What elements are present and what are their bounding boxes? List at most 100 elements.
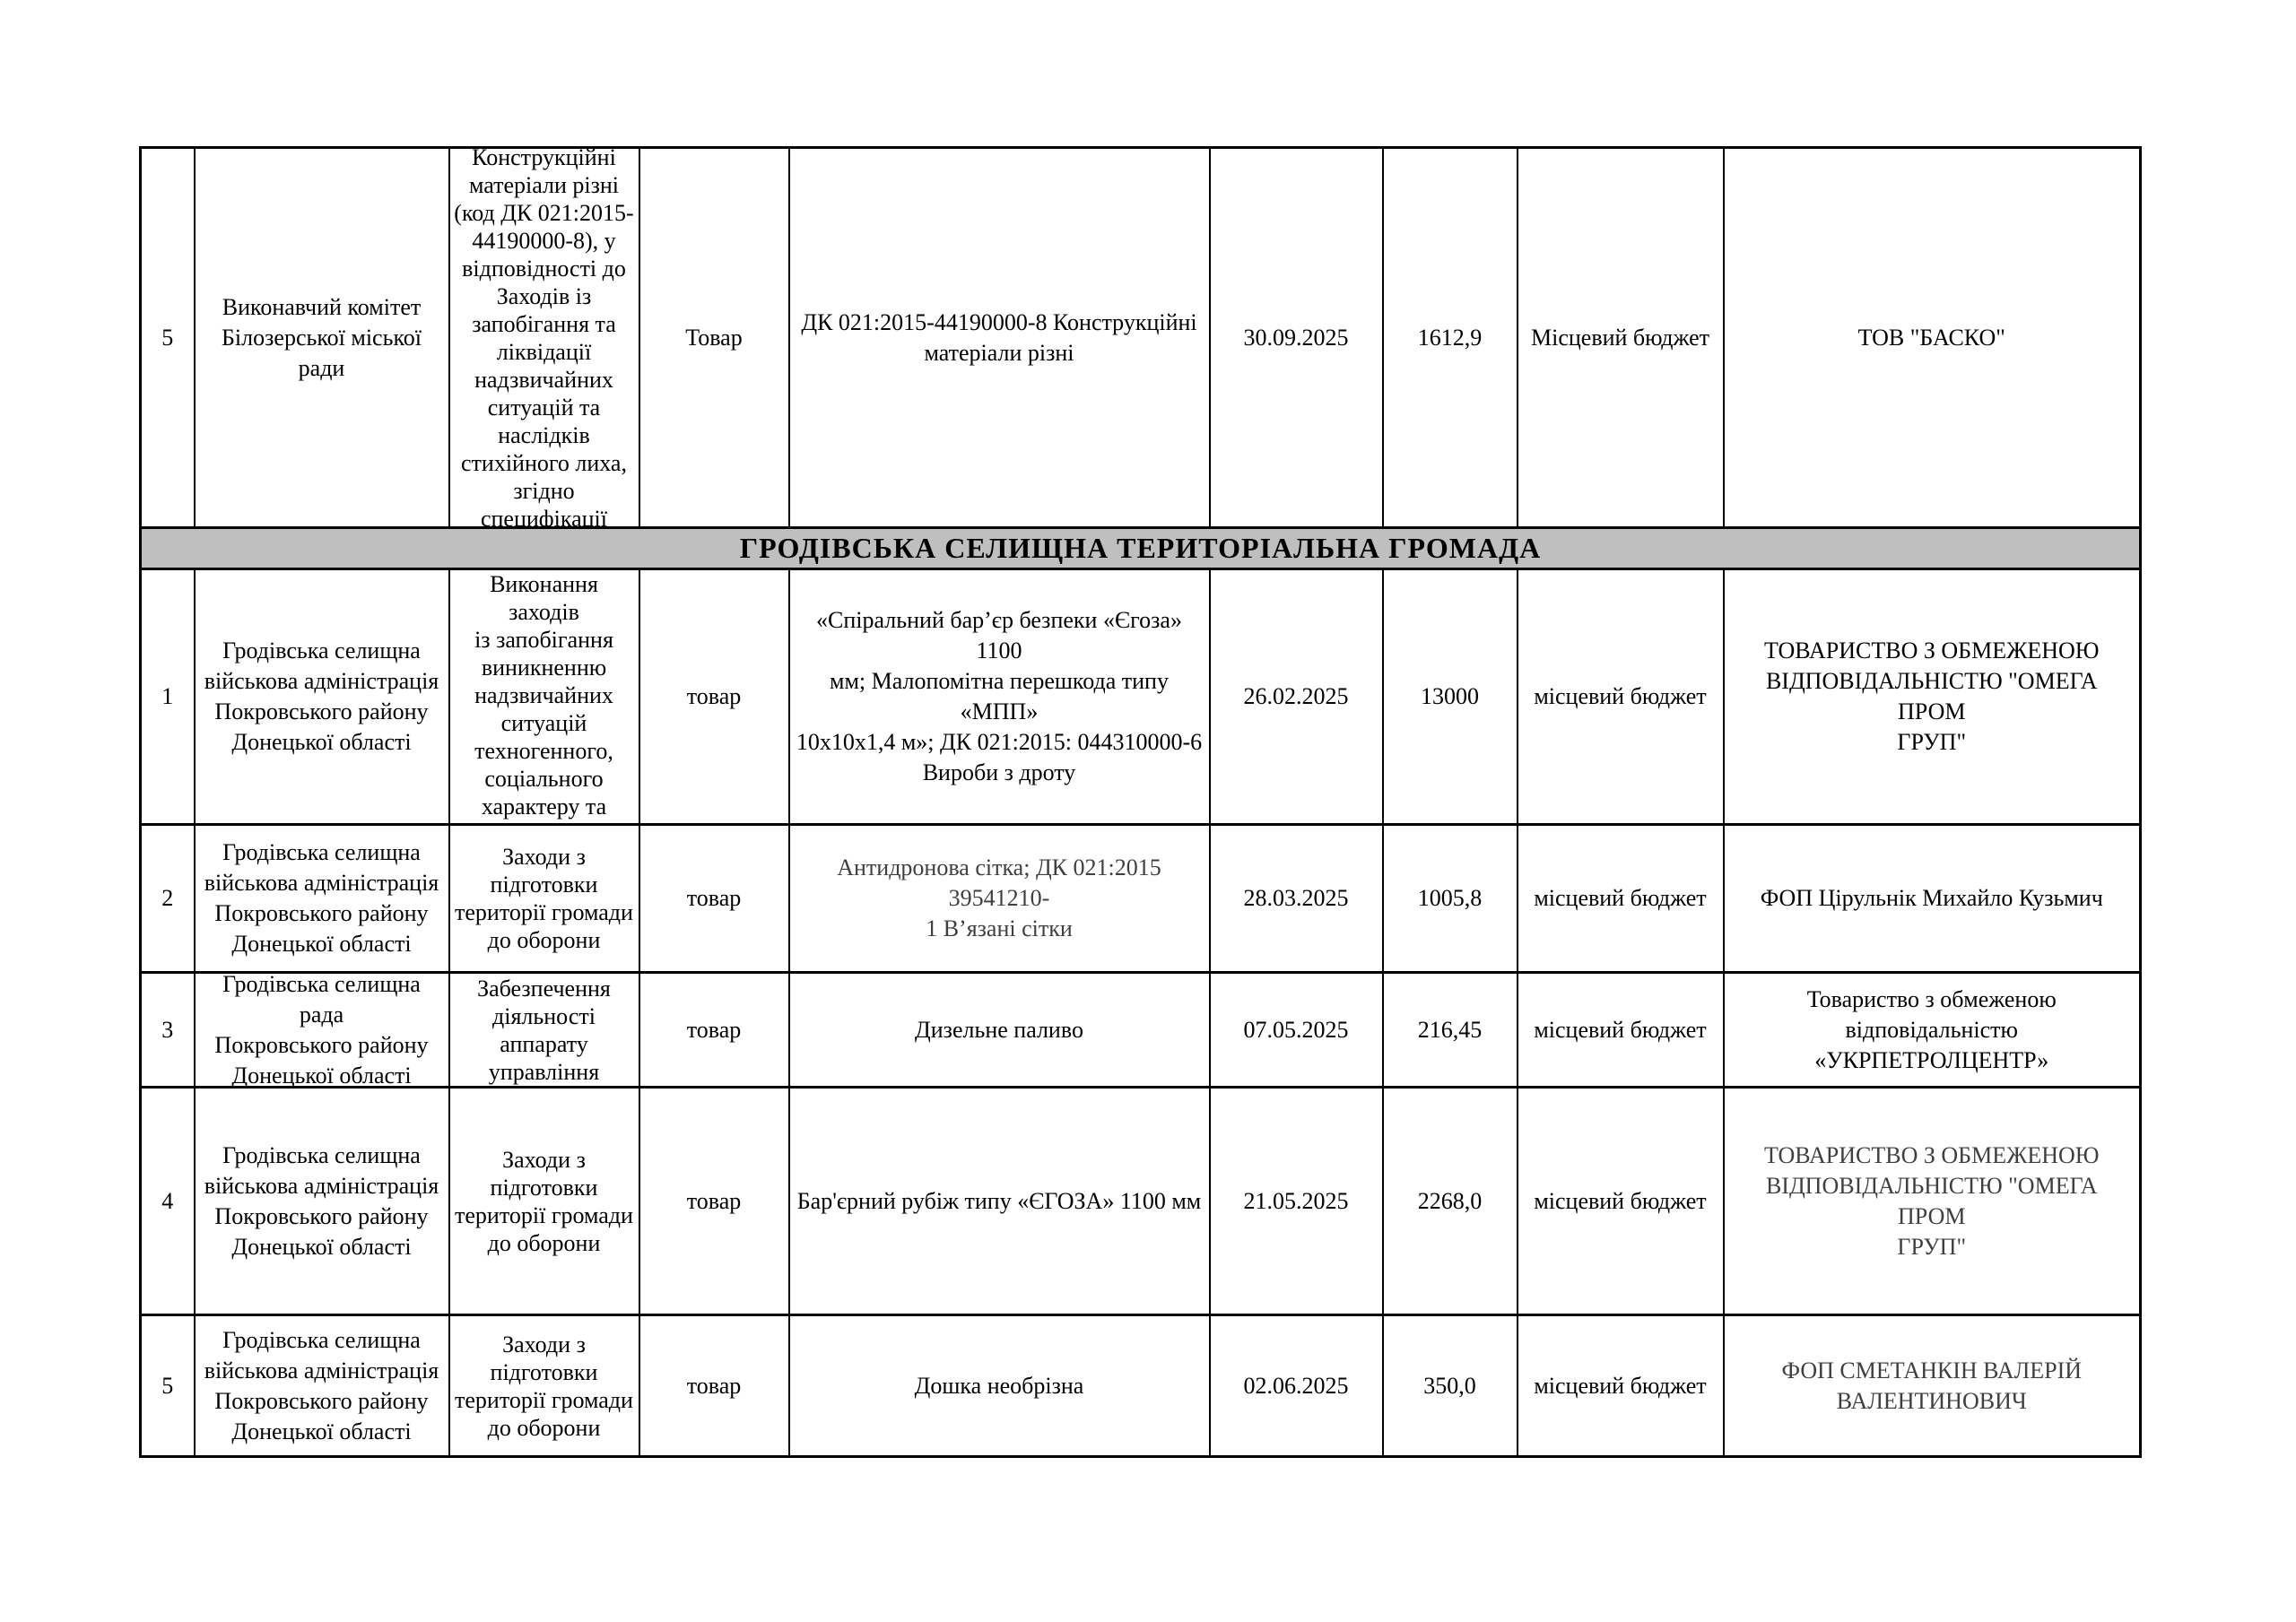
row-number: 2 <box>161 885 174 911</box>
table-row: 4 Гродівська селищна військова адміністр… <box>139 1086 2142 1316</box>
contract-date: 07.05.2025 <box>1243 1016 1349 1043</box>
supplier-name: ТОВАРИСТВО З ОБМЕЖЕНОЮ ВІДПОВІДАЛЬНІСТЮ … <box>1763 638 2100 755</box>
customer-cell: Гродівська селищна військова адміністрац… <box>193 823 450 974</box>
supplier-cell: ТОВАРИСТВО З ОБМЕЖЕНОЮ ВІДПОВІДАЛЬНІСТЮ … <box>1722 1086 2142 1316</box>
row-number-cell: 5 <box>139 1314 196 1458</box>
subject-desc-cell: Бар'єрний рубіж типу «ЄГОЗА» 1100 мм <box>787 1086 1211 1316</box>
subject-type: товар <box>686 1372 742 1399</box>
customer-cell: Гродівська селищна військова адміністрац… <box>193 568 450 826</box>
supplier-cell: ФОП СМЕТАНКІН ВАЛЕРІЙ ВАЛЕНТИНОВИЧ <box>1722 1314 2142 1458</box>
row-number: 1 <box>161 683 174 709</box>
amount-cell: 2268,0 <box>1381 1086 1518 1316</box>
subject-type: товар <box>686 683 742 709</box>
budget-source: місцевий бюджет <box>1534 1016 1707 1043</box>
contract-amount: 216,45 <box>1417 1016 1483 1043</box>
contract-date: 26.02.2025 <box>1243 683 1349 709</box>
subject-desc: ДК 021:2015-44190000-8 Конструкційні мат… <box>801 308 1197 366</box>
subject-type: товар <box>686 1187 742 1214</box>
date-cell: 02.06.2025 <box>1208 1314 1384 1458</box>
subject-type-cell: товар <box>638 568 790 826</box>
row-number-cell: 2 <box>139 823 196 974</box>
subject-desc: «Спіральний бар’єр безпеки «Єгоза» 1100 … <box>796 607 1203 785</box>
budget-source: Місцевий бюджет <box>1530 324 1710 351</box>
purpose-text: Заходи з підготовки території громади до… <box>455 1146 633 1256</box>
purpose-text: Виконання заходів із запобігання виникне… <box>474 571 613 823</box>
supplier-name: ТОВ "БАСКО" <box>1857 324 2005 351</box>
date-cell: 26.02.2025 <box>1208 568 1384 826</box>
subject-type: Товар <box>685 324 743 351</box>
customer-cell: Гродівська селищна військова адміністрац… <box>193 1314 450 1458</box>
row-number: 5 <box>161 324 174 351</box>
purpose-text: Заходи з підготовки території громади до… <box>455 844 633 953</box>
procurement-table: 5 Виконавчий комітет Білозерської місько… <box>139 146 2142 1458</box>
budget-cell: Місцевий бюджет <box>1516 146 1725 529</box>
budget-cell: місцевий бюджет <box>1516 568 1725 826</box>
subject-desc-cell: «Спіральний бар’єр безпеки «Єгоза» 1100 … <box>787 568 1211 826</box>
subject-desc-cell: Дизельне паливо <box>787 971 1211 1089</box>
purpose-text: Заходи з підготовки території громади до… <box>455 1331 633 1441</box>
supplier-name: ФОП СМЕТАНКІН ВАЛЕРІЙ ВАЛЕНТИНОВИЧ <box>1781 1357 2083 1414</box>
amount-cell: 13000 <box>1381 568 1518 826</box>
row-number: 3 <box>161 1016 174 1043</box>
supplier-name: Товариство з обмеженою відповідальністю … <box>1806 985 2057 1073</box>
row-number-cell: 4 <box>139 1086 196 1316</box>
amount-cell: 216,45 <box>1381 971 1518 1089</box>
subject-desc: Дошка необрізна <box>914 1372 1084 1399</box>
row-number-cell: 1 <box>139 568 196 826</box>
subject-type-cell: Товар <box>638 146 790 529</box>
customer-name: Гродівська селищна рада Покровського рай… <box>214 974 429 1086</box>
purpose-text-wrap: Конструкційні матеріали різні (код ДК 02… <box>450 149 639 526</box>
section-band-cell: ГРОДІВСЬКА СЕЛИЩНА ТЕРИТОРІАЛЬНА ГРОМАДА <box>139 526 2142 570</box>
date-cell: 30.09.2025 <box>1208 146 1384 529</box>
subject-desc: Антидронова сітка; ДК 021:2015 39541210-… <box>837 854 1161 941</box>
customer-cell: Гродівська селищна військова адміністрац… <box>193 1086 450 1316</box>
date-cell: 28.03.2025 <box>1208 823 1384 974</box>
purpose-cell: Забезпечення діяльності аппарату управлі… <box>448 971 640 1089</box>
budget-source: місцевий бюджет <box>1534 1187 1707 1214</box>
customer-name: Виконавчий комітет Білозерської міської … <box>222 293 422 381</box>
subject-type-cell: товар <box>638 1314 790 1458</box>
date-cell: 21.05.2025 <box>1208 1086 1384 1316</box>
budget-cell: місцевий бюджет <box>1516 1314 1725 1458</box>
supplier-name: ФОП Цірульнік Михайло Кузьмич <box>1760 885 2103 911</box>
subject-desc-cell: Антидронова сітка; ДК 021:2015 39541210-… <box>787 823 1211 974</box>
subject-desc-cell: ДК 021:2015-44190000-8 Конструкційні мат… <box>787 146 1211 529</box>
amount-cell: 1612,9 <box>1381 146 1518 529</box>
budget-source: місцевий бюджет <box>1534 885 1707 911</box>
contract-date: 30.09.2025 <box>1243 324 1349 351</box>
customer-cell: Виконавчий комітет Білозерської міської … <box>193 146 450 529</box>
purpose-cell: Виконання заходів із запобігання виникне… <box>448 568 640 826</box>
subject-type-cell: товар <box>638 1086 790 1316</box>
supplier-cell: ТОВАРИСТВО З ОБМЕЖЕНОЮ ВІДПОВІДАЛЬНІСТЮ … <box>1722 568 2142 826</box>
subject-desc: Бар'єрний рубіж типу «ЄГОЗА» 1100 мм <box>796 1187 1202 1214</box>
subject-desc: Дизельне паливо <box>915 1016 1083 1043</box>
table-row: 1 Гродівська селищна військова адміністр… <box>139 568 2142 826</box>
subject-type: товар <box>686 885 742 911</box>
customer-name: Гродівська селищна військова адміністрац… <box>204 839 439 957</box>
budget-cell: місцевий бюджет <box>1516 1086 1725 1316</box>
row-number: 5 <box>161 1372 174 1399</box>
supplier-cell: Товариство з обмеженою відповідальністю … <box>1722 971 2142 1089</box>
section-band-title: ГРОДІВСЬКА СЕЛИЩНА ТЕРИТОРІАЛЬНА ГРОМАДА <box>739 532 1542 564</box>
customer-name: Гродівська селищна військова адміністрац… <box>204 638 439 755</box>
row-number: 4 <box>161 1187 174 1214</box>
amount-cell: 1005,8 <box>1381 823 1518 974</box>
document-sheet: 5 Виконавчий комітет Білозерської місько… <box>139 146 2142 1458</box>
budget-cell: місцевий бюджет <box>1516 823 1725 974</box>
purpose-cell: Конструкційні матеріали різні (код ДК 02… <box>448 146 640 529</box>
purpose-text: Забезпечення діяльності аппарату управлі… <box>477 975 611 1085</box>
date-cell: 07.05.2025 <box>1208 971 1384 1089</box>
customer-name: Гродівська селищна військова адміністрац… <box>204 1326 439 1444</box>
purpose-cell: Заходи з підготовки території громади до… <box>448 1314 640 1458</box>
budget-source: місцевий бюджет <box>1534 1372 1707 1399</box>
budget-source: місцевий бюджет <box>1534 683 1707 709</box>
purpose-cell: Заходи з підготовки території громади до… <box>448 1086 640 1316</box>
purpose-text: Конструкційні матеріали різні (код ДК 02… <box>454 149 634 526</box>
contract-amount: 1005,8 <box>1417 885 1483 911</box>
contract-amount: 13000 <box>1421 683 1479 709</box>
supplier-cell: ФОП Цірульнік Михайло Кузьмич <box>1722 823 2142 974</box>
row-number-cell: 3 <box>139 971 196 1089</box>
supplier-cell: ТОВ "БАСКО" <box>1722 146 2142 529</box>
contract-amount: 350,0 <box>1423 1372 1476 1399</box>
